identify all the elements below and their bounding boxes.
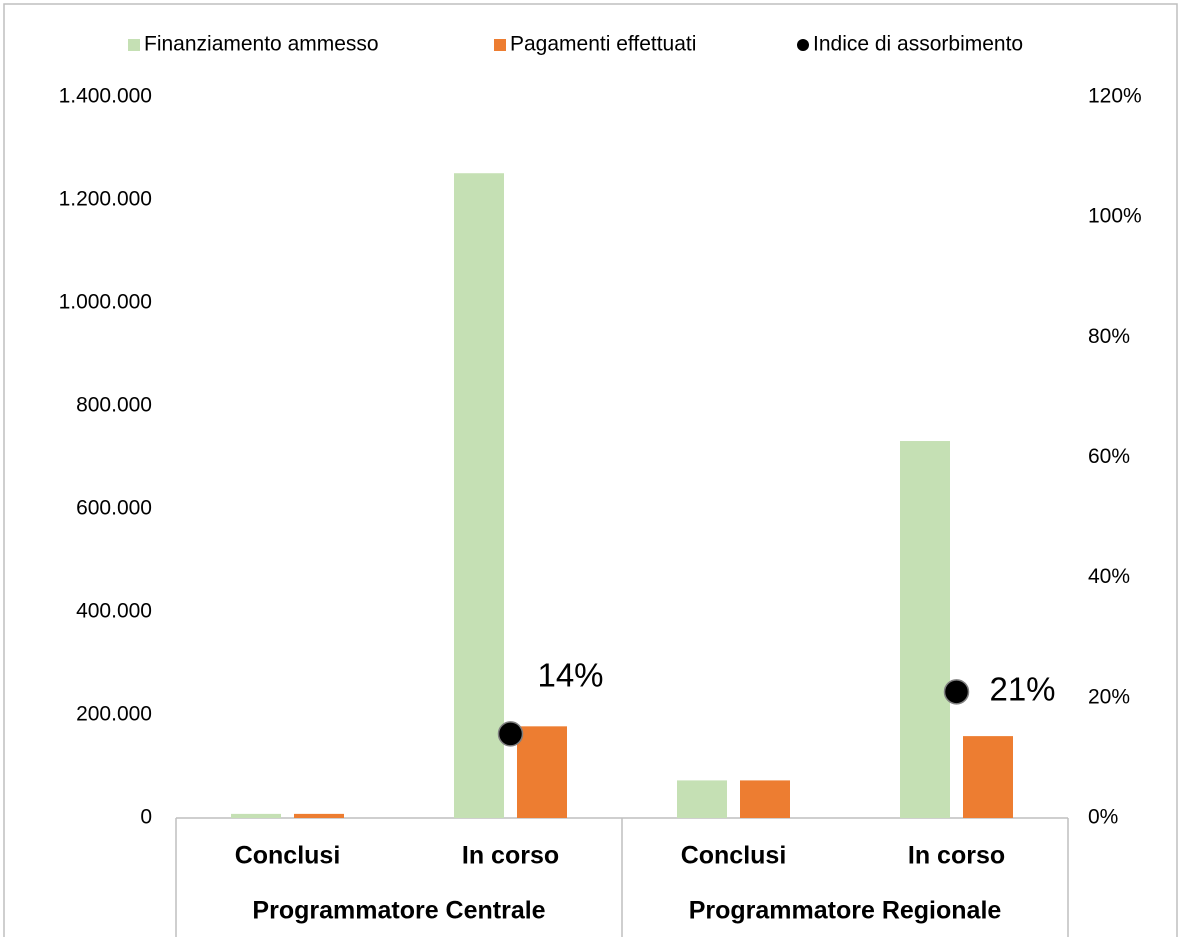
y2-tick-label: 20% <box>1088 685 1130 708</box>
y-tick-label: 600.000 <box>76 497 152 520</box>
y-tick-label: 400.000 <box>76 600 152 623</box>
marker <box>943 679 970 705</box>
x-tick-label: Conclusi <box>235 842 341 870</box>
legend-marker <box>797 39 809 51</box>
y-tick-label: 200.000 <box>76 703 152 726</box>
y-tick-label: 0 <box>140 806 152 829</box>
legend-label: Indice di assorbimento <box>813 33 1023 56</box>
x-tick-label: Conclusi <box>681 842 787 870</box>
y2-tick-label: 0% <box>1088 806 1118 829</box>
data-label: 14% <box>537 657 603 694</box>
bar <box>517 726 567 818</box>
y-tick-label: 1.000.000 <box>59 291 152 314</box>
marker <box>497 721 524 747</box>
legend-label: Pagamenti effettuati <box>510 33 696 56</box>
legend-swatch <box>128 39 140 51</box>
y2-tick-label: 40% <box>1088 565 1130 588</box>
bar <box>231 813 281 818</box>
legend-swatch <box>494 39 506 51</box>
x-tick-label: In corso <box>462 842 559 870</box>
bar <box>294 813 344 818</box>
y2-tick-label: 80% <box>1088 325 1130 348</box>
bar <box>900 441 950 818</box>
legend-label: Finanziamento ammesso <box>144 33 379 56</box>
y2-tick-label: 120% <box>1088 85 1142 108</box>
bar <box>963 736 1013 818</box>
y2-tick-label: 100% <box>1088 205 1142 228</box>
group-label: Programmatore Centrale <box>252 897 545 925</box>
y-tick-label: 800.000 <box>76 394 152 417</box>
bar <box>740 780 790 818</box>
y2-tick-label: 60% <box>1088 445 1130 468</box>
x-tick-label: In corso <box>908 842 1005 870</box>
data-label: 21% <box>989 671 1055 708</box>
bar <box>454 173 504 819</box>
y-tick-label: 1.400.000 <box>59 85 152 108</box>
bar <box>677 780 727 818</box>
y-tick-label: 1.200.000 <box>59 188 152 211</box>
group-label: Programmatore Regionale <box>689 897 1002 925</box>
